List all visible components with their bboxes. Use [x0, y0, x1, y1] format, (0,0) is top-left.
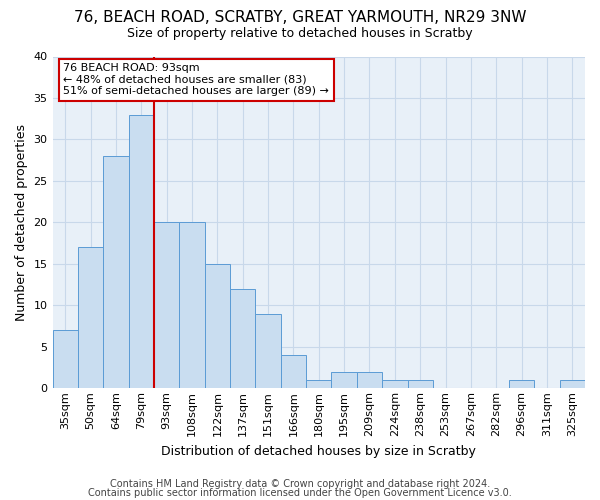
- Bar: [230, 288, 256, 388]
- Bar: [128, 114, 154, 388]
- Bar: [382, 380, 407, 388]
- Bar: [306, 380, 331, 388]
- Bar: [256, 314, 281, 388]
- Text: Size of property relative to detached houses in Scratby: Size of property relative to detached ho…: [127, 28, 473, 40]
- X-axis label: Distribution of detached houses by size in Scratby: Distribution of detached houses by size …: [161, 444, 476, 458]
- Text: 76, BEACH ROAD, SCRATBY, GREAT YARMOUTH, NR29 3NW: 76, BEACH ROAD, SCRATBY, GREAT YARMOUTH,…: [74, 10, 526, 25]
- Bar: [281, 355, 306, 388]
- Bar: [509, 380, 534, 388]
- Bar: [154, 222, 179, 388]
- Bar: [560, 380, 585, 388]
- Bar: [407, 380, 433, 388]
- Text: Contains HM Land Registry data © Crown copyright and database right 2024.: Contains HM Land Registry data © Crown c…: [110, 479, 490, 489]
- Bar: [179, 222, 205, 388]
- Bar: [357, 372, 382, 388]
- Y-axis label: Number of detached properties: Number of detached properties: [15, 124, 28, 321]
- Text: Contains public sector information licensed under the Open Government Licence v3: Contains public sector information licen…: [88, 488, 512, 498]
- Bar: [53, 330, 78, 388]
- Bar: [205, 264, 230, 388]
- Text: 76 BEACH ROAD: 93sqm
← 48% of detached houses are smaller (83)
51% of semi-detac: 76 BEACH ROAD: 93sqm ← 48% of detached h…: [63, 63, 329, 96]
- Bar: [103, 156, 128, 388]
- Bar: [78, 248, 103, 388]
- Bar: [331, 372, 357, 388]
